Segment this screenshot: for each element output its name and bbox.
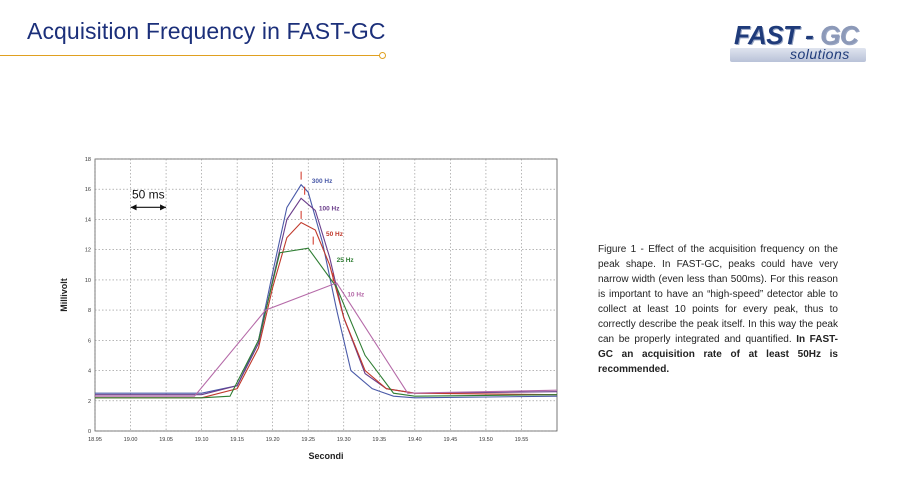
series-line-10-hz [95,282,558,397]
series-label: 300 Hz [312,178,333,185]
duration-arrow-head-left [130,204,137,211]
x-tick-label: 18.95 [88,437,102,443]
series-label: 100 Hz [319,205,340,212]
x-tick-label: 19.05 [159,437,173,443]
caption-recommendation: In FAST-GC an acquisition rate of at lea… [598,334,839,375]
x-tick-label: 19.25 [301,437,315,443]
y-tick-label: 8 [88,308,91,314]
series-label: 50 Hz [326,231,344,238]
x-tick-label: 19.00 [124,437,138,443]
logo-main-text: FAST - GC [734,20,859,50]
y-tick-label: 14 [85,217,91,223]
y-tick-label: 6 [88,338,91,344]
series-line-25-hz [95,247,558,399]
title-underline-dot [379,52,386,59]
x-tick-label: 19.30 [337,437,351,443]
duration-annotation-label: 50 ms [132,187,165,201]
x-tick-label: 19.40 [408,437,422,443]
y-tick-label: 18 [85,157,91,163]
x-tick-label: 19.20 [266,437,280,443]
x-axis-label: Secondi [308,451,343,461]
figure-caption: Figure 1 - Effect of the acquisition fre… [598,242,838,377]
y-tick-label: 0 [88,429,91,435]
x-tick-label: 19.50 [479,437,493,443]
series-label: 10 Hz [347,292,365,299]
x-tick-label: 19.10 [195,437,209,443]
title-underline [0,55,380,56]
x-tick-label: 19.55 [515,437,529,443]
x-tick-label: 19.15 [230,437,244,443]
plot-area [94,158,558,432]
y-axis-label: Millivolt [59,278,69,312]
series-label: 25 Hz [337,257,355,264]
y-tick-label: 4 [88,369,91,375]
y-tick-label: 12 [85,248,91,254]
y-tick-label: 16 [85,187,91,193]
series-line-50-hz [95,221,558,399]
logo-sub-text: solutions [790,46,850,62]
y-tick-label: 2 [88,399,91,405]
x-tick-label: 19.45 [444,437,458,443]
slide-title: Acquisition Frequency in FAST-GC [27,18,386,44]
caption-text: - Effect of the acquisition frequency on… [598,244,838,345]
caption-lead: Figure 1 [598,244,637,255]
x-tick-label: 19.35 [372,437,386,443]
y-tick-label: 10 [85,278,91,284]
fast-gc-logo: FAST - GC solutions [730,20,870,64]
duration-arrow-head-right [160,204,167,211]
chromatogram-chart: 18.95 19.00 19.05 19.10 19.15 19.20 19.25 19.30… [59,157,558,461]
